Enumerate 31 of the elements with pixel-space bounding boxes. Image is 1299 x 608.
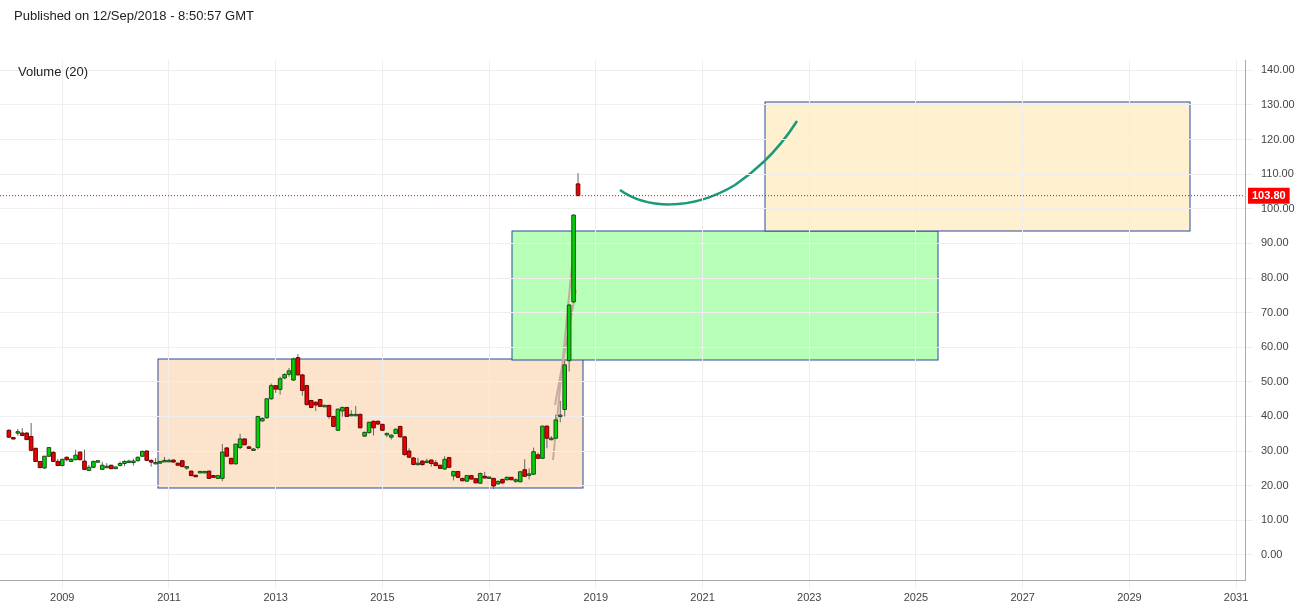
x-tick-label: 2029 <box>1117 591 1142 604</box>
annotation: Volume (20) <box>18 64 89 79</box>
y-tick-label: 40.00 <box>1261 409 1289 422</box>
candlestick <box>531 447 536 476</box>
ref-line-label: 103.80 <box>1252 188 1286 201</box>
x-tick-label: 2015 <box>370 591 395 604</box>
x-tick-label: 2009 <box>50 591 75 604</box>
y-tick-label: 120.00 <box>1261 132 1295 145</box>
x-tick-label: 2019 <box>583 591 609 604</box>
x-tick-label: 2017 <box>476 591 502 604</box>
x-tick-label: 2011 <box>157 591 181 604</box>
y-tick-label: 80.00 <box>1261 271 1289 284</box>
y-tick-label: 20.00 <box>1261 478 1289 491</box>
y-tick-label: 50.00 <box>1261 374 1289 387</box>
y-tick-label: 60.00 <box>1261 340 1289 353</box>
x-tick-label: 2031 <box>1223 591 1249 604</box>
x-tick-label: 2027 <box>1010 591 1035 604</box>
y-tick-label: 70.00 <box>1261 305 1289 318</box>
y-tick-label: 110.00 <box>1261 167 1294 180</box>
text: Published on 12/Sep/2018 - 8:50:57 GMT <box>14 8 254 23</box>
y-tick-label: 130.00 <box>1261 98 1295 111</box>
y-tick-label: 10.00 <box>1261 513 1289 526</box>
y-tick-label: 0.00 <box>1261 547 1283 560</box>
x-tick-label: 2025 <box>903 591 929 604</box>
y-tick-label: 30.00 <box>1261 444 1289 457</box>
x-tick-label: 2021 <box>690 591 715 604</box>
y-tick-label: 90.00 <box>1261 236 1289 249</box>
x-tick-label: 2013 <box>263 591 288 604</box>
y-tick-label: 140.00 <box>1261 63 1295 76</box>
y-tick-label: 100.00 <box>1261 201 1295 214</box>
x-tick-label: 2023 <box>797 591 822 604</box>
